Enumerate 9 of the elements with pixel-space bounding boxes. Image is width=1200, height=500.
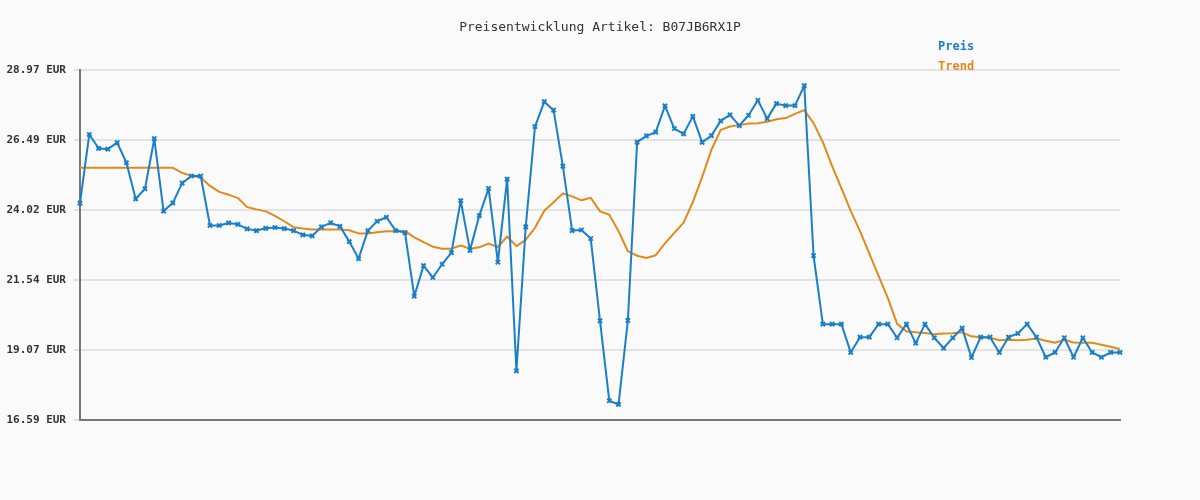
chart-title: Preisentwicklung Artikel: B07JB6RX1P (459, 19, 742, 35)
y-tick-label: 28.97 EUR (6, 62, 67, 76)
y-tick-label: 19.07 EUR (6, 342, 67, 356)
y-tick-label: 24.02 EUR (6, 202, 67, 216)
y-tick-label: 21.54 EUR (6, 272, 67, 286)
text: Preis (938, 39, 975, 54)
y-tick-label: 16.59 EUR (6, 412, 67, 426)
y-tick-label: 26.49 EUR (6, 132, 67, 146)
text: Trend (938, 59, 975, 74)
